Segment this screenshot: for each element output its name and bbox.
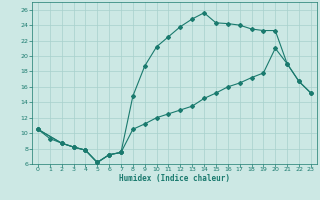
X-axis label: Humidex (Indice chaleur): Humidex (Indice chaleur) — [119, 174, 230, 183]
